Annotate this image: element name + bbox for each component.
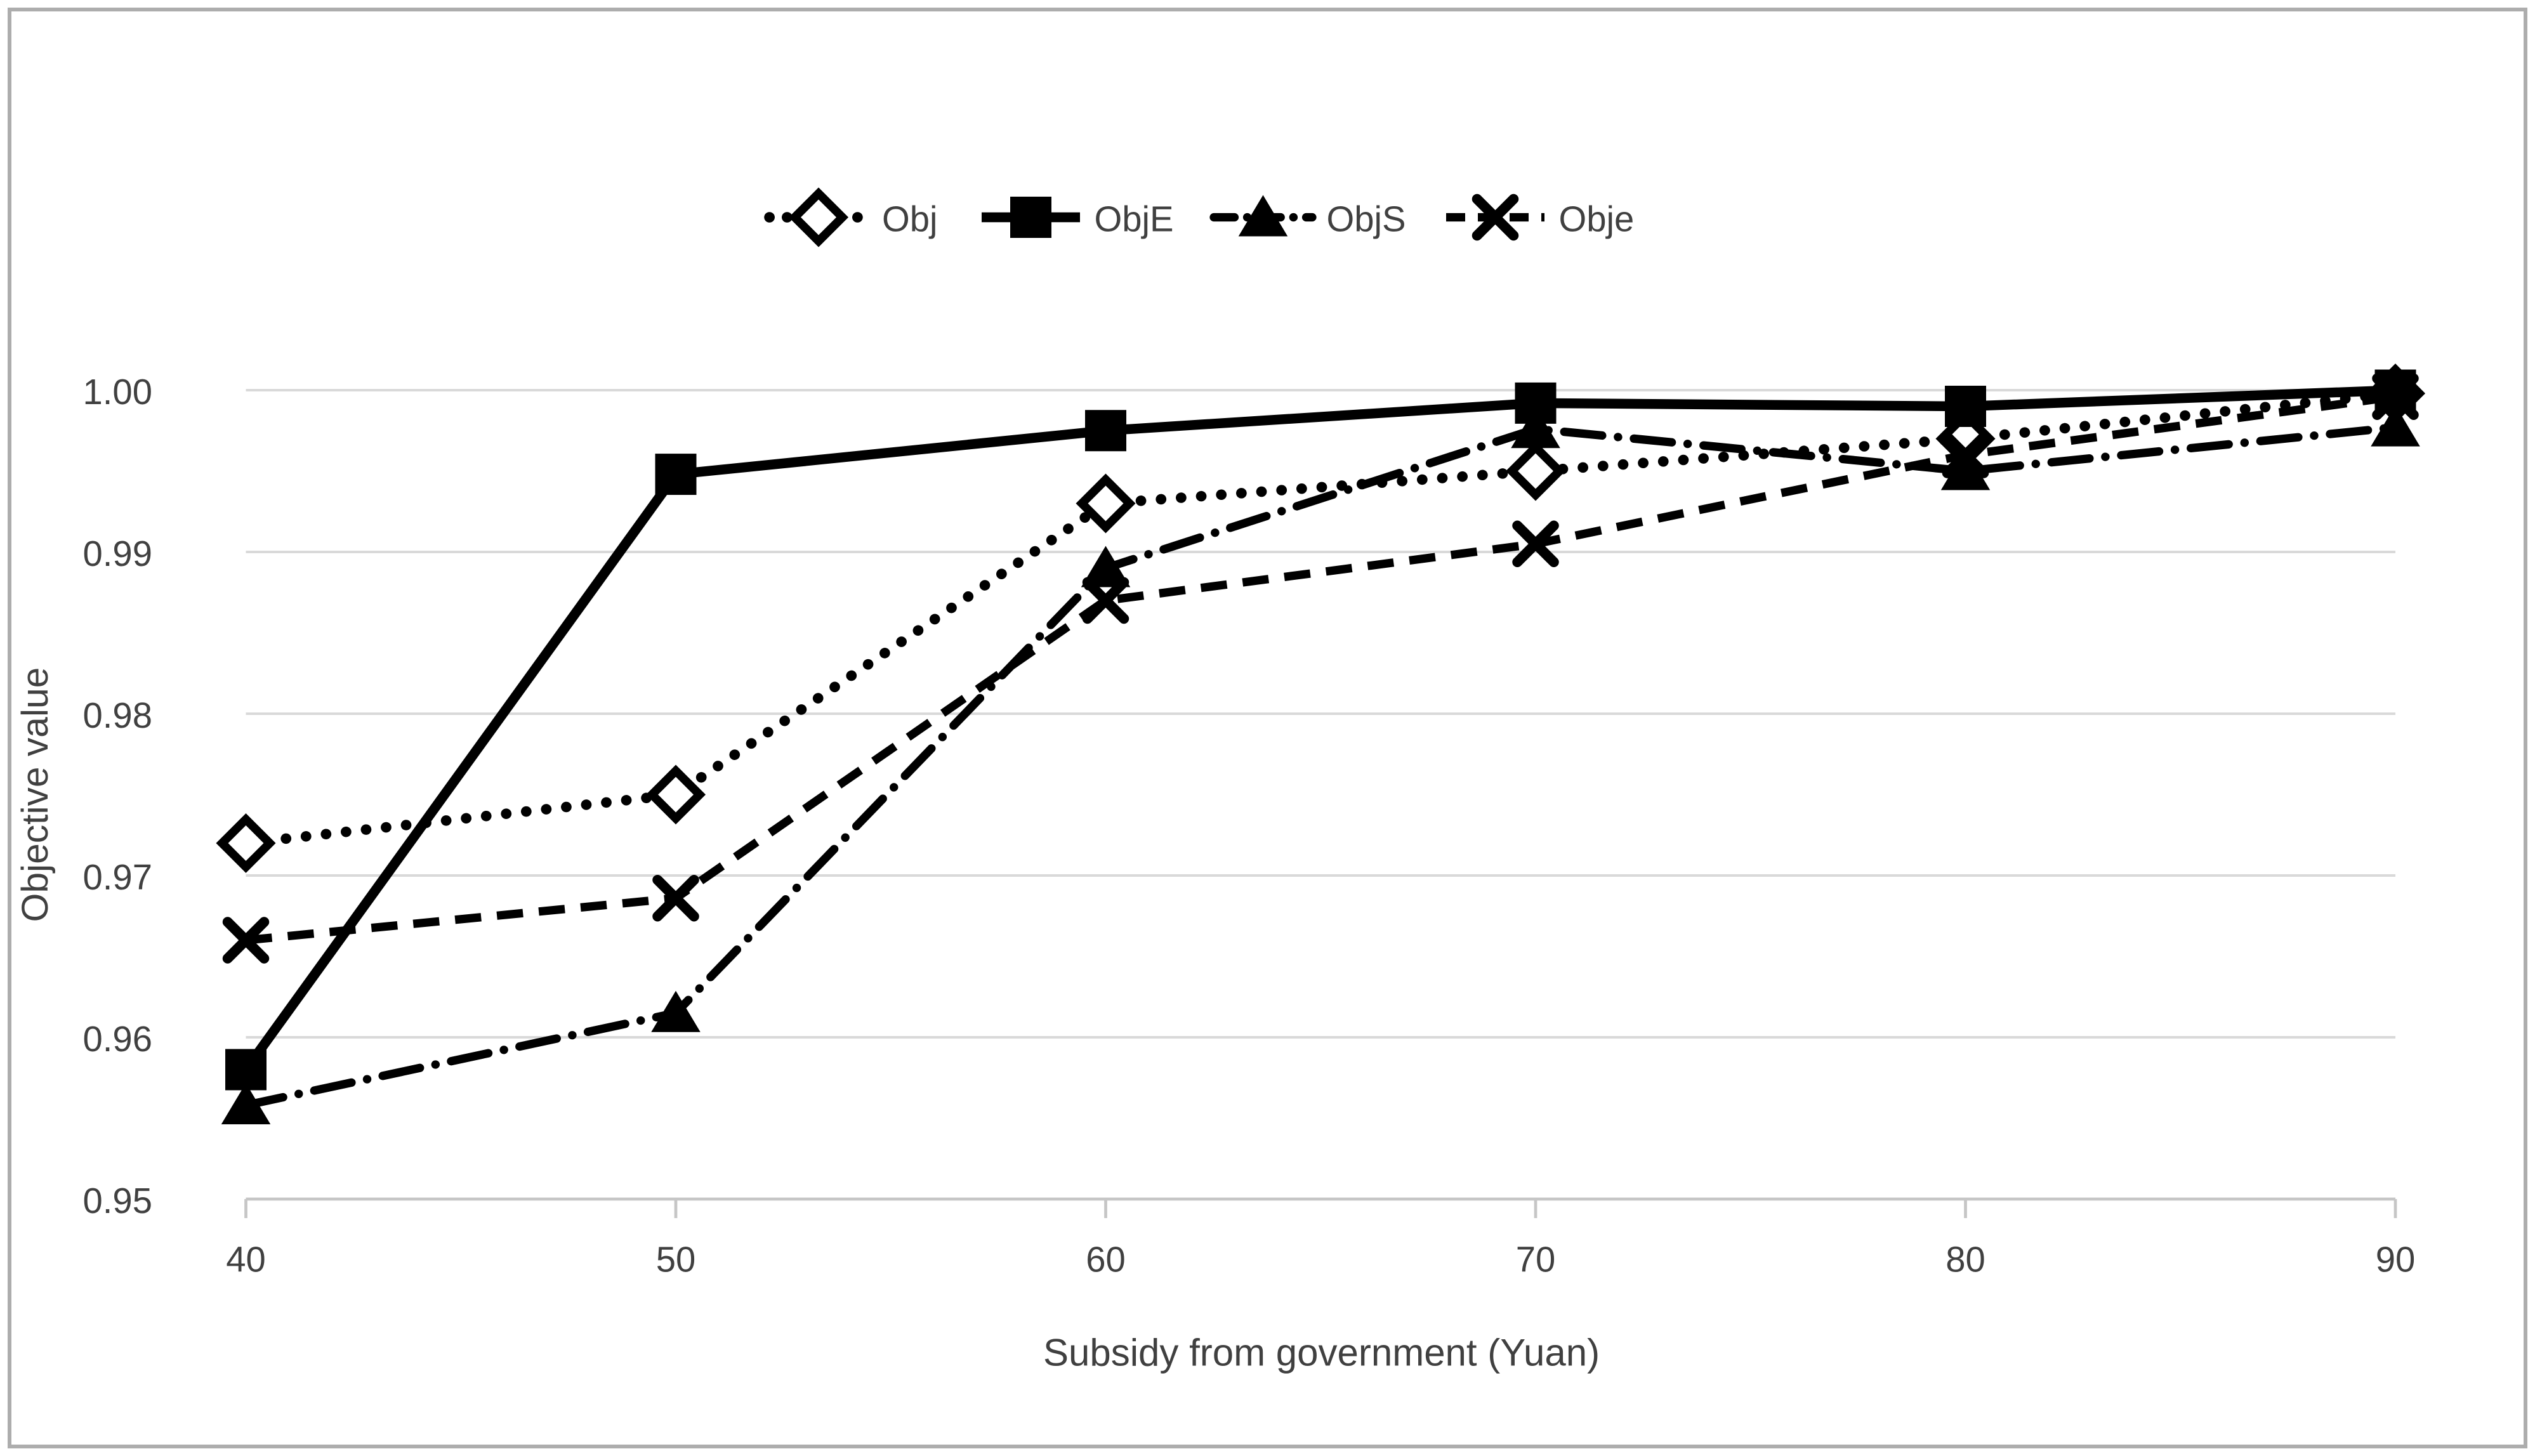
axis-text-layer: Objective value Subsidy from government …	[15, 667, 1600, 1374]
x-stroke	[222, 917, 270, 964]
series-ObjS-marker-triangle	[221, 1083, 271, 1125]
series-Obje-marker-x	[222, 917, 270, 964]
series-Obje-marker-x	[1082, 577, 1129, 624]
legend: Obj ObjE ObjS Obje	[764, 187, 1635, 247]
x-stroke	[1512, 520, 1559, 567]
legend-item-Obj[interactable]: Obj	[764, 187, 938, 247]
legend-item-Obje[interactable]: Obje	[1445, 193, 1635, 241]
series-ObjS-marker-triangle	[2371, 405, 2420, 447]
x-axis-tick-label: 80	[1946, 1240, 1985, 1280]
x-stroke	[1082, 577, 1129, 624]
series-ObjS-marker-triangle	[651, 990, 701, 1032]
series-Obj-marker-diamond	[1076, 473, 1136, 534]
y-axis-tick-label: 0.95	[83, 1181, 152, 1221]
series-ObjS-line	[241, 423, 2400, 1110]
series-Obj-line	[240, 388, 2401, 849]
series-Obj-marker-diamond	[216, 813, 276, 874]
series-layer	[216, 364, 2426, 1125]
series-ObjS-marker-triangle	[1081, 546, 1131, 587]
y-axis-tick-label: 0.97	[83, 857, 152, 897]
legend-label-Obje: Obje	[1559, 199, 1635, 239]
series-ObjS-marker-triangle	[1511, 407, 1560, 449]
x-axis-tick-label: 70	[1516, 1240, 1556, 1280]
series-ObjE-marker-square	[225, 1049, 267, 1091]
series-ObjS-marker-triangle	[1940, 449, 1991, 490]
x-axis-tick-label: 40	[226, 1240, 266, 1280]
legend-label-Obj: Obj	[882, 199, 938, 239]
gridline-layer: 0.95 0.96 0.97 0.98 0.99 1.00 40 50 60 70 80 90	[83, 372, 2416, 1280]
x-axis-tick-label: 60	[1086, 1240, 1126, 1280]
x-stroke	[652, 874, 699, 922]
series-ObjE-legend-marker-square	[1010, 197, 1051, 238]
series-Obje-marker-x	[652, 874, 699, 922]
series-Obje-legend-marker-x	[1472, 193, 1519, 241]
x-axis-tick-label: 90	[2376, 1240, 2416, 1280]
series-ObjE-marker-square	[1085, 410, 1126, 452]
series-ObjE-marker-square	[1515, 382, 1557, 424]
series-ObjE-line	[242, 385, 2396, 1073]
x-axis-title: Subsidy from government (Yuan)	[1043, 1332, 1600, 1374]
series-Obje-line	[245, 392, 2396, 945]
x-axis-tick-label: 50	[656, 1240, 696, 1280]
y-axis-tick-label: 0.99	[83, 534, 152, 574]
series-Obj-marker-diamond	[1505, 441, 1566, 501]
x-stroke	[1472, 193, 1519, 241]
series-ObjE-marker-square	[1945, 386, 1986, 427]
y-axis-tick-label: 0.98	[83, 695, 152, 735]
y-axis-tick-label: 1.00	[83, 372, 152, 412]
legend-label-ObjE: ObjE	[1095, 199, 1174, 239]
series-Obj-legend-marker-diamond	[788, 187, 849, 247]
series-Obj-marker-diamond	[645, 764, 706, 825]
y-axis-title: Objective value	[15, 667, 56, 922]
legend-item-ObjS[interactable]: ObjS	[1209, 195, 1406, 239]
legend-label-ObjS: ObjS	[1327, 199, 1406, 239]
series-ObjE-marker-square	[655, 454, 697, 495]
y-axis-tick-label: 0.96	[83, 1019, 152, 1059]
chart-border	[8, 8, 2527, 1448]
series-ObjE-marker-square	[2374, 369, 2416, 411]
series-ObjS-legend-marker-triangle	[1238, 195, 1288, 237]
legend-item-ObjE[interactable]: ObjE	[981, 197, 1174, 239]
series-Obje-marker-x	[1512, 520, 1559, 567]
